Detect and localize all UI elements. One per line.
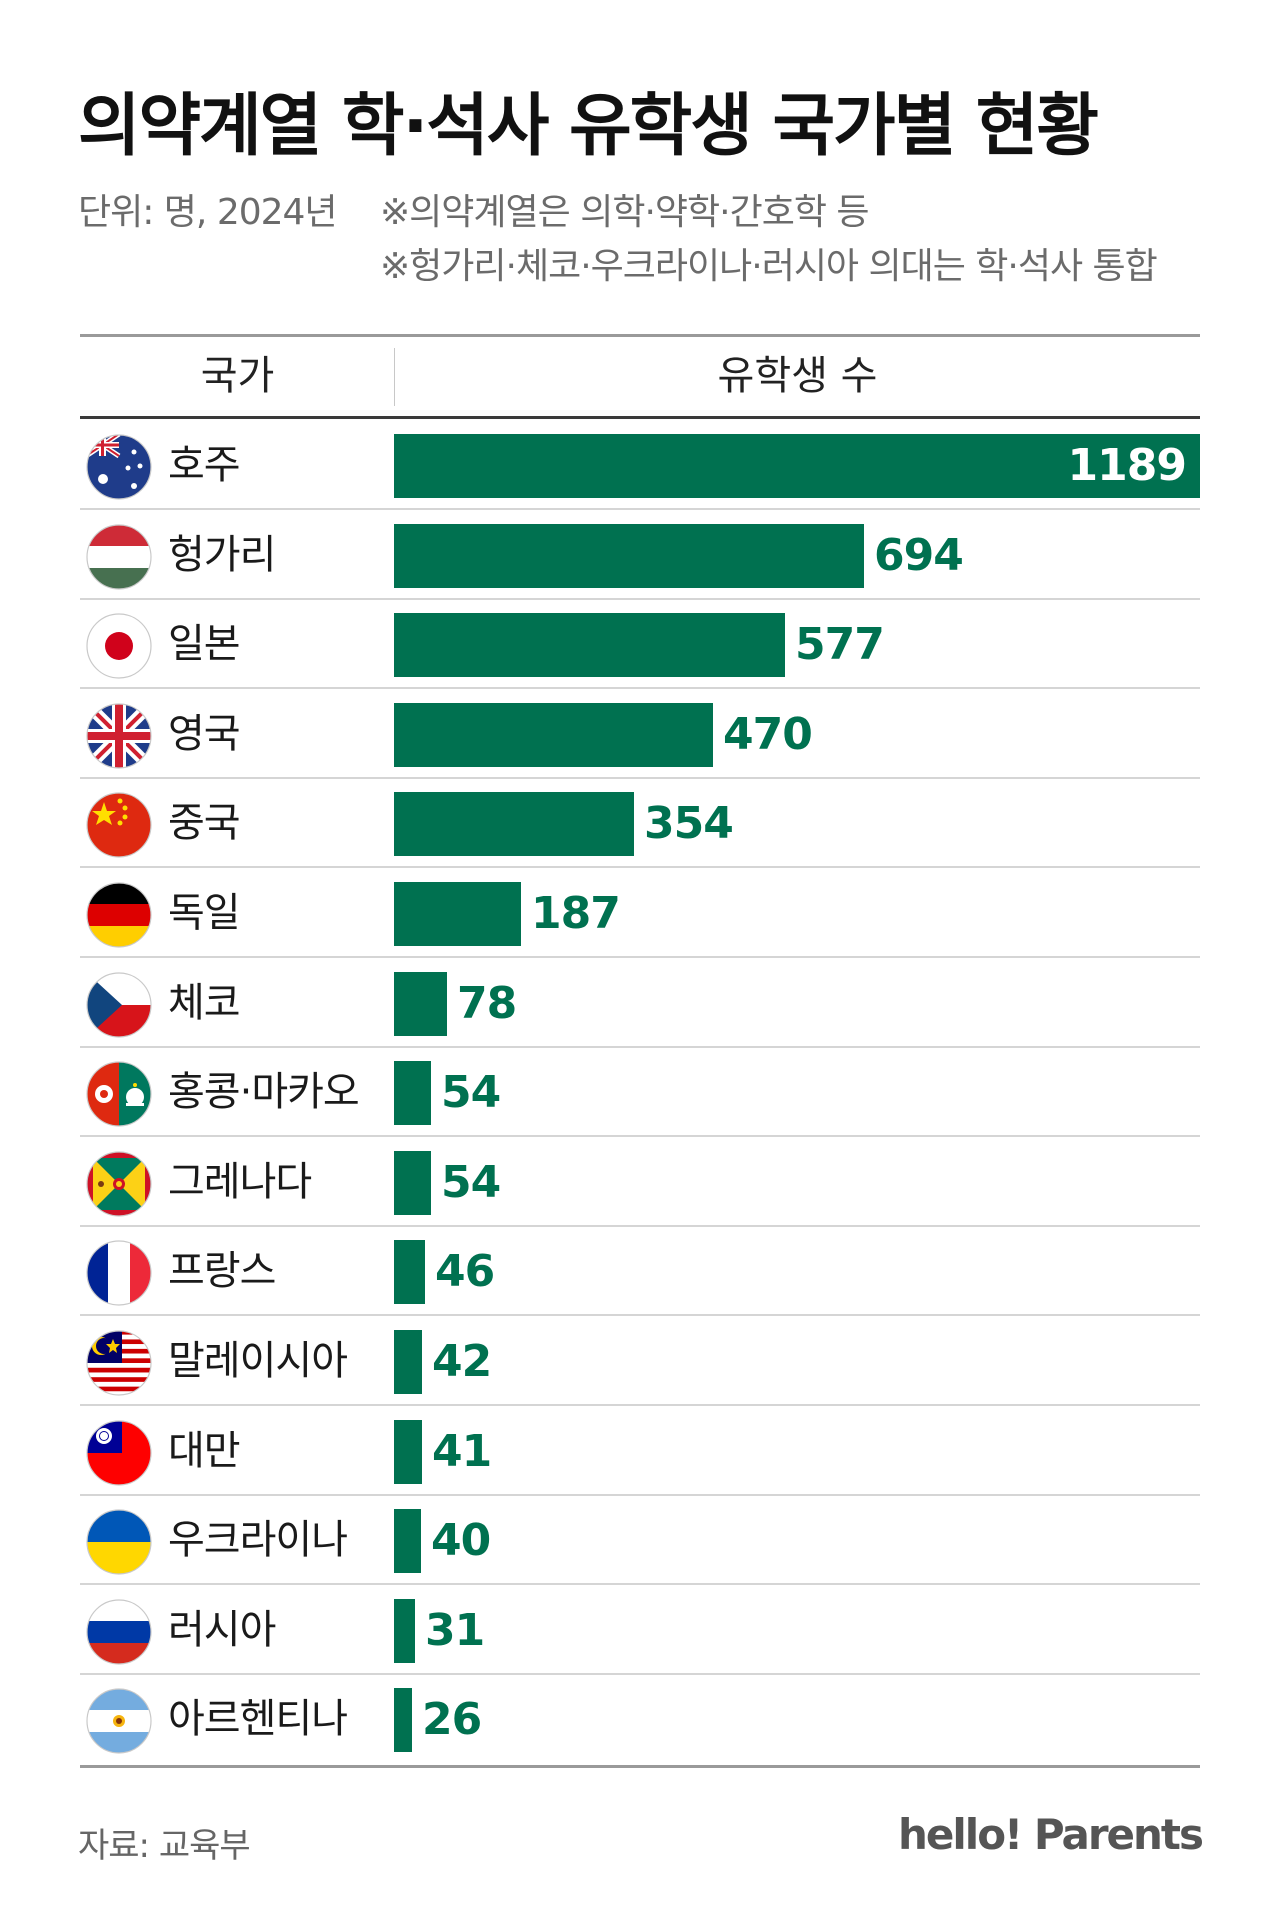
bar <box>394 1061 431 1126</box>
data-label: 354 <box>644 798 734 850</box>
header-value: 유학생 수 <box>717 353 878 399</box>
bar <box>394 702 713 767</box>
data-label: 470 <box>723 708 813 760</box>
table-row: 그레나다 54 <box>80 1137 1200 1227</box>
country-label: 중국 <box>168 800 241 847</box>
table-top-rule <box>80 334 1200 337</box>
table-row: 중국 354 <box>80 778 1200 869</box>
row-divider <box>80 597 1200 600</box>
country-label: 러시아 <box>168 1606 276 1653</box>
bar <box>394 1688 412 1753</box>
chart-title: 의약계열 학·석사 유학생 국가별 현황 <box>78 87 1099 166</box>
bar <box>394 613 785 678</box>
bar <box>394 792 634 857</box>
table-row: 독일 187 <box>80 868 1200 958</box>
row-divider <box>80 1672 1200 1675</box>
table-row: 대만 41 <box>80 1406 1200 1496</box>
row-divider <box>80 1314 1200 1317</box>
bar <box>394 1330 422 1394</box>
source-text: 자료: 교육부 <box>78 1826 251 1866</box>
data-label: 41 <box>432 1425 492 1477</box>
brand-logo: hello! Parents <box>898 1810 1204 1859</box>
bar <box>394 1598 415 1663</box>
country-label: 그레나다 <box>168 1158 312 1205</box>
country-label: 우크라이나 <box>168 1517 348 1564</box>
row-divider <box>80 866 1200 869</box>
country-label: 독일 <box>168 890 241 936</box>
country-label: 아르헨티나 <box>168 1696 348 1743</box>
table-row: 체코 78 <box>80 958 1200 1048</box>
data-label: 31 <box>425 1604 485 1656</box>
table-row: 영국 470 <box>80 689 1200 779</box>
row-divider <box>80 956 1200 958</box>
data-label: 1189 <box>1067 440 1187 491</box>
table-row: 우크라이나 40 <box>80 1495 1200 1586</box>
table-row: 헝가리 694 <box>80 510 1200 600</box>
row-divider <box>80 776 1200 779</box>
data-label: 54 <box>441 1067 501 1119</box>
table-row: 홍콩·마카오 54 <box>80 1047 1200 1138</box>
row-divider <box>80 1224 1200 1227</box>
bar <box>394 882 521 946</box>
country-label: 대만 <box>168 1427 241 1474</box>
bar <box>394 523 864 588</box>
data-label: 577 <box>795 619 885 671</box>
country-label: 호주 <box>168 442 241 488</box>
data-label: 40 <box>431 1515 491 1567</box>
table-row: 일본 577 <box>80 599 1200 690</box>
header-rule <box>80 416 1200 419</box>
unit-text: 단위: 명, 2024년 <box>78 192 338 233</box>
row-divider <box>80 687 1200 690</box>
data-label: 26 <box>422 1694 482 1746</box>
country-label: 일본 <box>168 621 241 668</box>
table-row: 프랑스 46 <box>80 1226 1200 1317</box>
data-label: 694 <box>874 529 964 581</box>
country-label: 프랑스 <box>168 1248 276 1295</box>
row-divider <box>80 1135 1200 1138</box>
table-row: 러시아 31 <box>80 1585 1200 1675</box>
row-divider <box>80 508 1200 510</box>
bar <box>394 971 447 1036</box>
table-row: 말레이시아 42 <box>80 1316 1200 1406</box>
note-1: ※의약계열은 의학·약학·간호학 등 <box>380 192 869 233</box>
data-label: 187 <box>531 888 621 939</box>
bar <box>394 1509 421 1574</box>
country-label: 체코 <box>168 979 241 1026</box>
table-row: 아르헨티나 26 <box>80 1674 1200 1764</box>
bar <box>394 1150 431 1215</box>
header-country: 국가 <box>200 353 275 399</box>
data-label: 54 <box>441 1156 501 1208</box>
note-2: ※헝가리·체코·우크라이나·러시아 의대는 학·석사 통합 <box>380 246 1158 287</box>
country-label: 영국 <box>168 710 241 757</box>
data-label: 78 <box>457 977 517 1029</box>
bar <box>394 1419 422 1484</box>
bar <box>394 1240 425 1305</box>
data-label: 42 <box>432 1336 492 1387</box>
row-divider <box>80 1583 1200 1586</box>
row-divider <box>80 1404 1200 1406</box>
table-bottom-rule <box>80 1765 1200 1768</box>
row-divider <box>80 1045 1200 1048</box>
row-divider <box>80 1493 1200 1496</box>
bar <box>394 434 1200 498</box>
data-label: 46 <box>435 1246 495 1298</box>
table-row: 호주 1189 <box>80 420 1200 510</box>
country-label: 헝가리 <box>168 531 276 578</box>
header-separator <box>394 348 395 406</box>
country-label: 말레이시아 <box>168 1338 348 1384</box>
country-label: 홍콩·마카오 <box>168 1069 360 1116</box>
